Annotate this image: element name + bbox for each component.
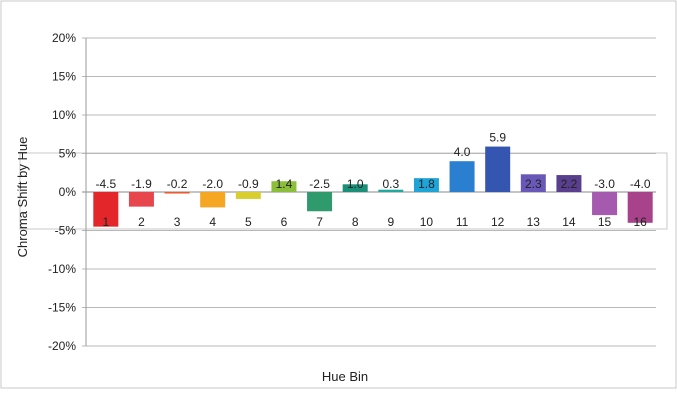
y-tick-label: -5% (55, 224, 77, 238)
data-label: -0.9 (238, 177, 259, 191)
y-tick-label: -20% (48, 339, 76, 353)
y-axis-ticks: 20% 15% 10% 5% 0% -5% -10% -15% -20% (48, 31, 76, 353)
x-tick-label: 1 (102, 215, 109, 229)
y-axis-title: Chroma Shift by Hue (15, 137, 30, 258)
bars (93, 146, 653, 227)
x-tick-label: 6 (281, 215, 288, 229)
data-label: -1.9 (131, 177, 152, 191)
x-tick-label: 9 (387, 215, 394, 229)
bar (449, 161, 475, 192)
data-label: -4.5 (95, 177, 116, 191)
x-tick-label: 11 (456, 215, 469, 229)
bar (413, 178, 439, 192)
y-tick-label: 5% (59, 147, 77, 161)
bar (128, 192, 154, 207)
bar (271, 181, 297, 192)
x-tick-label: 8 (352, 215, 359, 229)
y-tick-label: -10% (48, 262, 76, 276)
x-axis-ticks: 1 2 3 4 5 6 7 8 9 10 11 12 13 14 15 16 (102, 215, 647, 229)
x-tick-label: 15 (598, 215, 612, 229)
x-tick-label: 14 (562, 215, 576, 229)
bar (485, 146, 511, 192)
x-tick-label: 13 (527, 215, 541, 229)
y-tick-label: 10% (52, 108, 76, 122)
data-label: 2.3 (525, 177, 542, 191)
data-label: -0.2 (167, 177, 188, 191)
y-tick-label: 0% (59, 185, 77, 199)
y-tick-label: 15% (52, 70, 76, 84)
x-tick-label: 12 (491, 215, 505, 229)
data-labels: -4.5 -1.9 -0.2 -2.0 -0.9 1.4 -2.5 1.0 0.3 1.8 4.0 5… (95, 131, 650, 191)
data-label: -4.0 (630, 177, 651, 191)
x-tick-label: 4 (209, 215, 216, 229)
bar (93, 192, 119, 227)
data-label: -2.5 (309, 177, 330, 191)
bar (342, 184, 368, 192)
data-label: 2.2 (561, 177, 578, 191)
bar (627, 192, 653, 223)
data-label: 0.3 (382, 177, 399, 191)
x-tick-label: 2 (138, 215, 145, 229)
y-tick-label: -15% (48, 301, 76, 315)
x-tick-label: 5 (245, 215, 252, 229)
data-label: 4.0 (454, 145, 471, 159)
data-label: 1.4 (276, 177, 293, 191)
data-label: -2.0 (202, 177, 223, 191)
x-tick-label: 7 (316, 215, 323, 229)
bar (235, 192, 261, 199)
x-tick-label: 10 (420, 215, 434, 229)
bar (307, 192, 333, 212)
bar (592, 192, 618, 216)
data-label: 1.8 (418, 177, 435, 191)
bar (378, 189, 404, 192)
bar (520, 174, 546, 192)
data-label: 1.0 (347, 177, 364, 191)
x-tick-label: 3 (174, 215, 181, 229)
bar (164, 192, 190, 194)
y-tick-label: 20% (52, 31, 76, 45)
data-label: 5.9 (489, 131, 506, 145)
data-label: -3.0 (594, 177, 615, 191)
gridlines (82, 37, 656, 347)
bar (556, 175, 582, 192)
bar (200, 192, 226, 208)
x-tick-label: 16 (634, 215, 648, 229)
x-axis-title: Hue Bin (322, 369, 368, 384)
